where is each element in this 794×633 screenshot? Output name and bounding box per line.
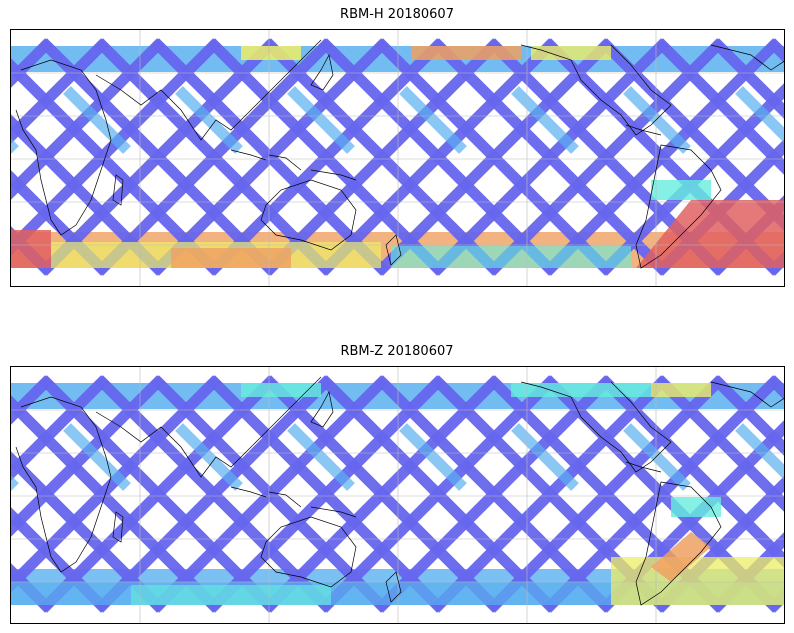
patch xyxy=(651,532,711,582)
coastline xyxy=(310,53,334,91)
high-value-patches xyxy=(11,383,784,605)
swath-segment xyxy=(63,86,131,154)
coastline xyxy=(112,511,124,543)
coastline xyxy=(260,516,357,588)
swath-segment xyxy=(735,423,784,480)
swath-ascending xyxy=(375,38,613,276)
map-frame xyxy=(10,29,785,287)
swath-segment xyxy=(511,86,579,154)
patch xyxy=(651,383,711,397)
patch xyxy=(636,200,784,268)
coastline xyxy=(635,144,722,269)
patch xyxy=(411,46,521,60)
coastline xyxy=(15,59,112,236)
swath-ascending xyxy=(151,38,389,276)
swath-ascending xyxy=(39,38,277,276)
swath-ascending xyxy=(11,375,221,593)
panel-title: RBM-Z 20180607 xyxy=(340,344,454,359)
coastline xyxy=(710,44,784,71)
swath-ascending xyxy=(543,38,781,276)
swath-ascending xyxy=(11,375,109,481)
coastlines xyxy=(15,376,784,606)
patch xyxy=(671,497,721,517)
swath-segment xyxy=(511,423,579,491)
panel-rbm-h: RBM-H 20180607 xyxy=(0,0,794,300)
coastline xyxy=(230,149,267,161)
swath-ascending xyxy=(375,375,613,613)
swath-ascending xyxy=(263,38,501,276)
high-value-patches xyxy=(11,46,784,268)
swath-ascending xyxy=(39,375,277,613)
swath-ascending xyxy=(207,38,445,276)
swath-segment xyxy=(287,423,355,491)
swath-ascending xyxy=(207,375,445,613)
panel-rbm-z: RBM-Z 20180607 xyxy=(0,330,794,630)
swath-segment xyxy=(399,423,467,491)
coastlines xyxy=(15,39,784,269)
coastline xyxy=(520,44,672,136)
coastline xyxy=(310,169,357,181)
coastline xyxy=(385,234,402,266)
coastline xyxy=(15,396,112,573)
swath-ascending xyxy=(599,83,784,276)
patch xyxy=(241,383,321,397)
swath-ascending xyxy=(11,38,165,200)
coastline xyxy=(710,381,784,408)
swath-ascending xyxy=(487,38,725,276)
swath-segment xyxy=(287,86,355,154)
map-frame xyxy=(10,366,785,624)
coastline xyxy=(230,486,267,498)
patch xyxy=(391,246,631,268)
swath-segment xyxy=(63,423,131,491)
swath-ascending xyxy=(11,375,165,537)
swath-ascending xyxy=(543,375,781,613)
swath-descending xyxy=(11,507,109,613)
swath-segment xyxy=(623,86,691,154)
coastline xyxy=(625,124,662,136)
patch xyxy=(171,248,291,268)
panel-title: RBM-H 20180607 xyxy=(340,7,454,22)
swath-ascending xyxy=(151,375,389,613)
swath-ascending xyxy=(431,375,669,613)
map-svg xyxy=(11,367,784,623)
coastline xyxy=(260,179,357,251)
patch xyxy=(11,230,51,268)
graticule xyxy=(11,367,784,623)
swath-descending xyxy=(711,375,784,456)
coastline xyxy=(310,390,334,428)
coastline xyxy=(112,174,124,206)
swath-descending xyxy=(711,38,784,119)
coastline xyxy=(635,481,722,606)
satellite-swaths xyxy=(11,38,784,276)
swath-ascending xyxy=(319,38,557,276)
coastline xyxy=(385,571,402,603)
swath-ascending xyxy=(431,38,669,276)
swath-segment xyxy=(175,423,243,491)
swath-segment xyxy=(399,86,467,154)
coastline xyxy=(310,506,357,518)
coastline xyxy=(95,376,322,478)
coastline xyxy=(625,461,662,473)
patch xyxy=(651,180,711,200)
swath-segment xyxy=(623,423,691,491)
patch xyxy=(241,46,301,60)
swath-ascending xyxy=(319,375,557,613)
coastline xyxy=(268,491,302,508)
coastline xyxy=(95,39,322,141)
patch xyxy=(131,585,331,605)
swath-ascending xyxy=(487,375,725,613)
patch xyxy=(511,383,651,397)
coastline xyxy=(520,381,672,473)
swath-segment xyxy=(735,86,784,143)
swath-ascending xyxy=(263,375,501,613)
swath-ascending xyxy=(11,38,109,144)
swath-segment xyxy=(175,86,243,154)
map-svg xyxy=(11,30,784,286)
graticule xyxy=(11,30,784,286)
patch xyxy=(611,557,784,605)
coastline xyxy=(268,154,302,171)
swath-descending xyxy=(11,170,109,276)
patch xyxy=(531,46,611,60)
